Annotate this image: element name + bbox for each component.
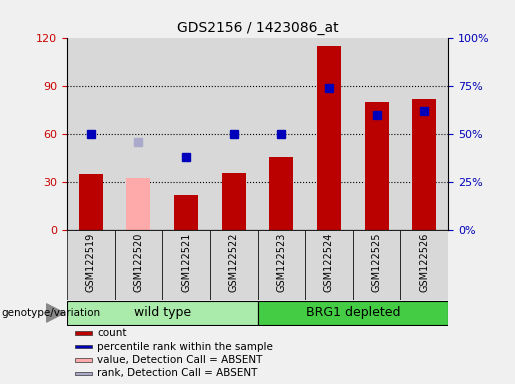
Bar xyxy=(353,38,401,230)
FancyBboxPatch shape xyxy=(162,230,210,300)
Text: count: count xyxy=(97,328,127,338)
Bar xyxy=(258,38,305,230)
FancyBboxPatch shape xyxy=(305,230,353,300)
Text: wild type: wild type xyxy=(134,306,191,319)
Bar xyxy=(269,157,293,230)
Text: percentile rank within the sample: percentile rank within the sample xyxy=(97,341,273,352)
FancyBboxPatch shape xyxy=(75,331,92,335)
Bar xyxy=(174,195,198,230)
Bar xyxy=(162,38,210,230)
Text: GSM122521: GSM122521 xyxy=(181,232,191,292)
Bar xyxy=(79,174,102,230)
Title: GDS2156 / 1423086_at: GDS2156 / 1423086_at xyxy=(177,21,338,35)
FancyBboxPatch shape xyxy=(75,358,92,362)
Bar xyxy=(305,38,353,230)
FancyBboxPatch shape xyxy=(258,301,448,325)
Bar xyxy=(317,46,341,230)
Bar xyxy=(365,103,388,230)
Text: rank, Detection Call = ABSENT: rank, Detection Call = ABSENT xyxy=(97,368,258,379)
Text: GSM122522: GSM122522 xyxy=(229,232,238,292)
Text: value, Detection Call = ABSENT: value, Detection Call = ABSENT xyxy=(97,355,263,365)
Bar xyxy=(67,38,115,230)
Text: genotype/variation: genotype/variation xyxy=(1,308,100,318)
Text: GSM122520: GSM122520 xyxy=(133,232,143,292)
FancyBboxPatch shape xyxy=(114,230,162,300)
Text: GSM122526: GSM122526 xyxy=(419,232,429,292)
FancyBboxPatch shape xyxy=(210,230,258,300)
Text: GSM122525: GSM122525 xyxy=(372,232,382,292)
Text: GSM122524: GSM122524 xyxy=(324,232,334,292)
FancyBboxPatch shape xyxy=(75,371,92,376)
Bar xyxy=(222,173,246,230)
Bar xyxy=(114,38,162,230)
FancyBboxPatch shape xyxy=(258,230,305,300)
Text: BRG1 depleted: BRG1 depleted xyxy=(305,306,400,319)
Text: GSM122519: GSM122519 xyxy=(86,232,96,292)
FancyBboxPatch shape xyxy=(67,301,258,325)
Bar xyxy=(401,38,448,230)
Bar xyxy=(127,177,150,230)
FancyBboxPatch shape xyxy=(353,230,401,300)
FancyBboxPatch shape xyxy=(67,230,114,300)
Bar xyxy=(413,99,436,230)
Bar xyxy=(210,38,258,230)
Polygon shape xyxy=(46,304,64,322)
Text: GSM122523: GSM122523 xyxy=(277,232,286,292)
FancyBboxPatch shape xyxy=(75,344,92,349)
FancyBboxPatch shape xyxy=(401,230,448,300)
